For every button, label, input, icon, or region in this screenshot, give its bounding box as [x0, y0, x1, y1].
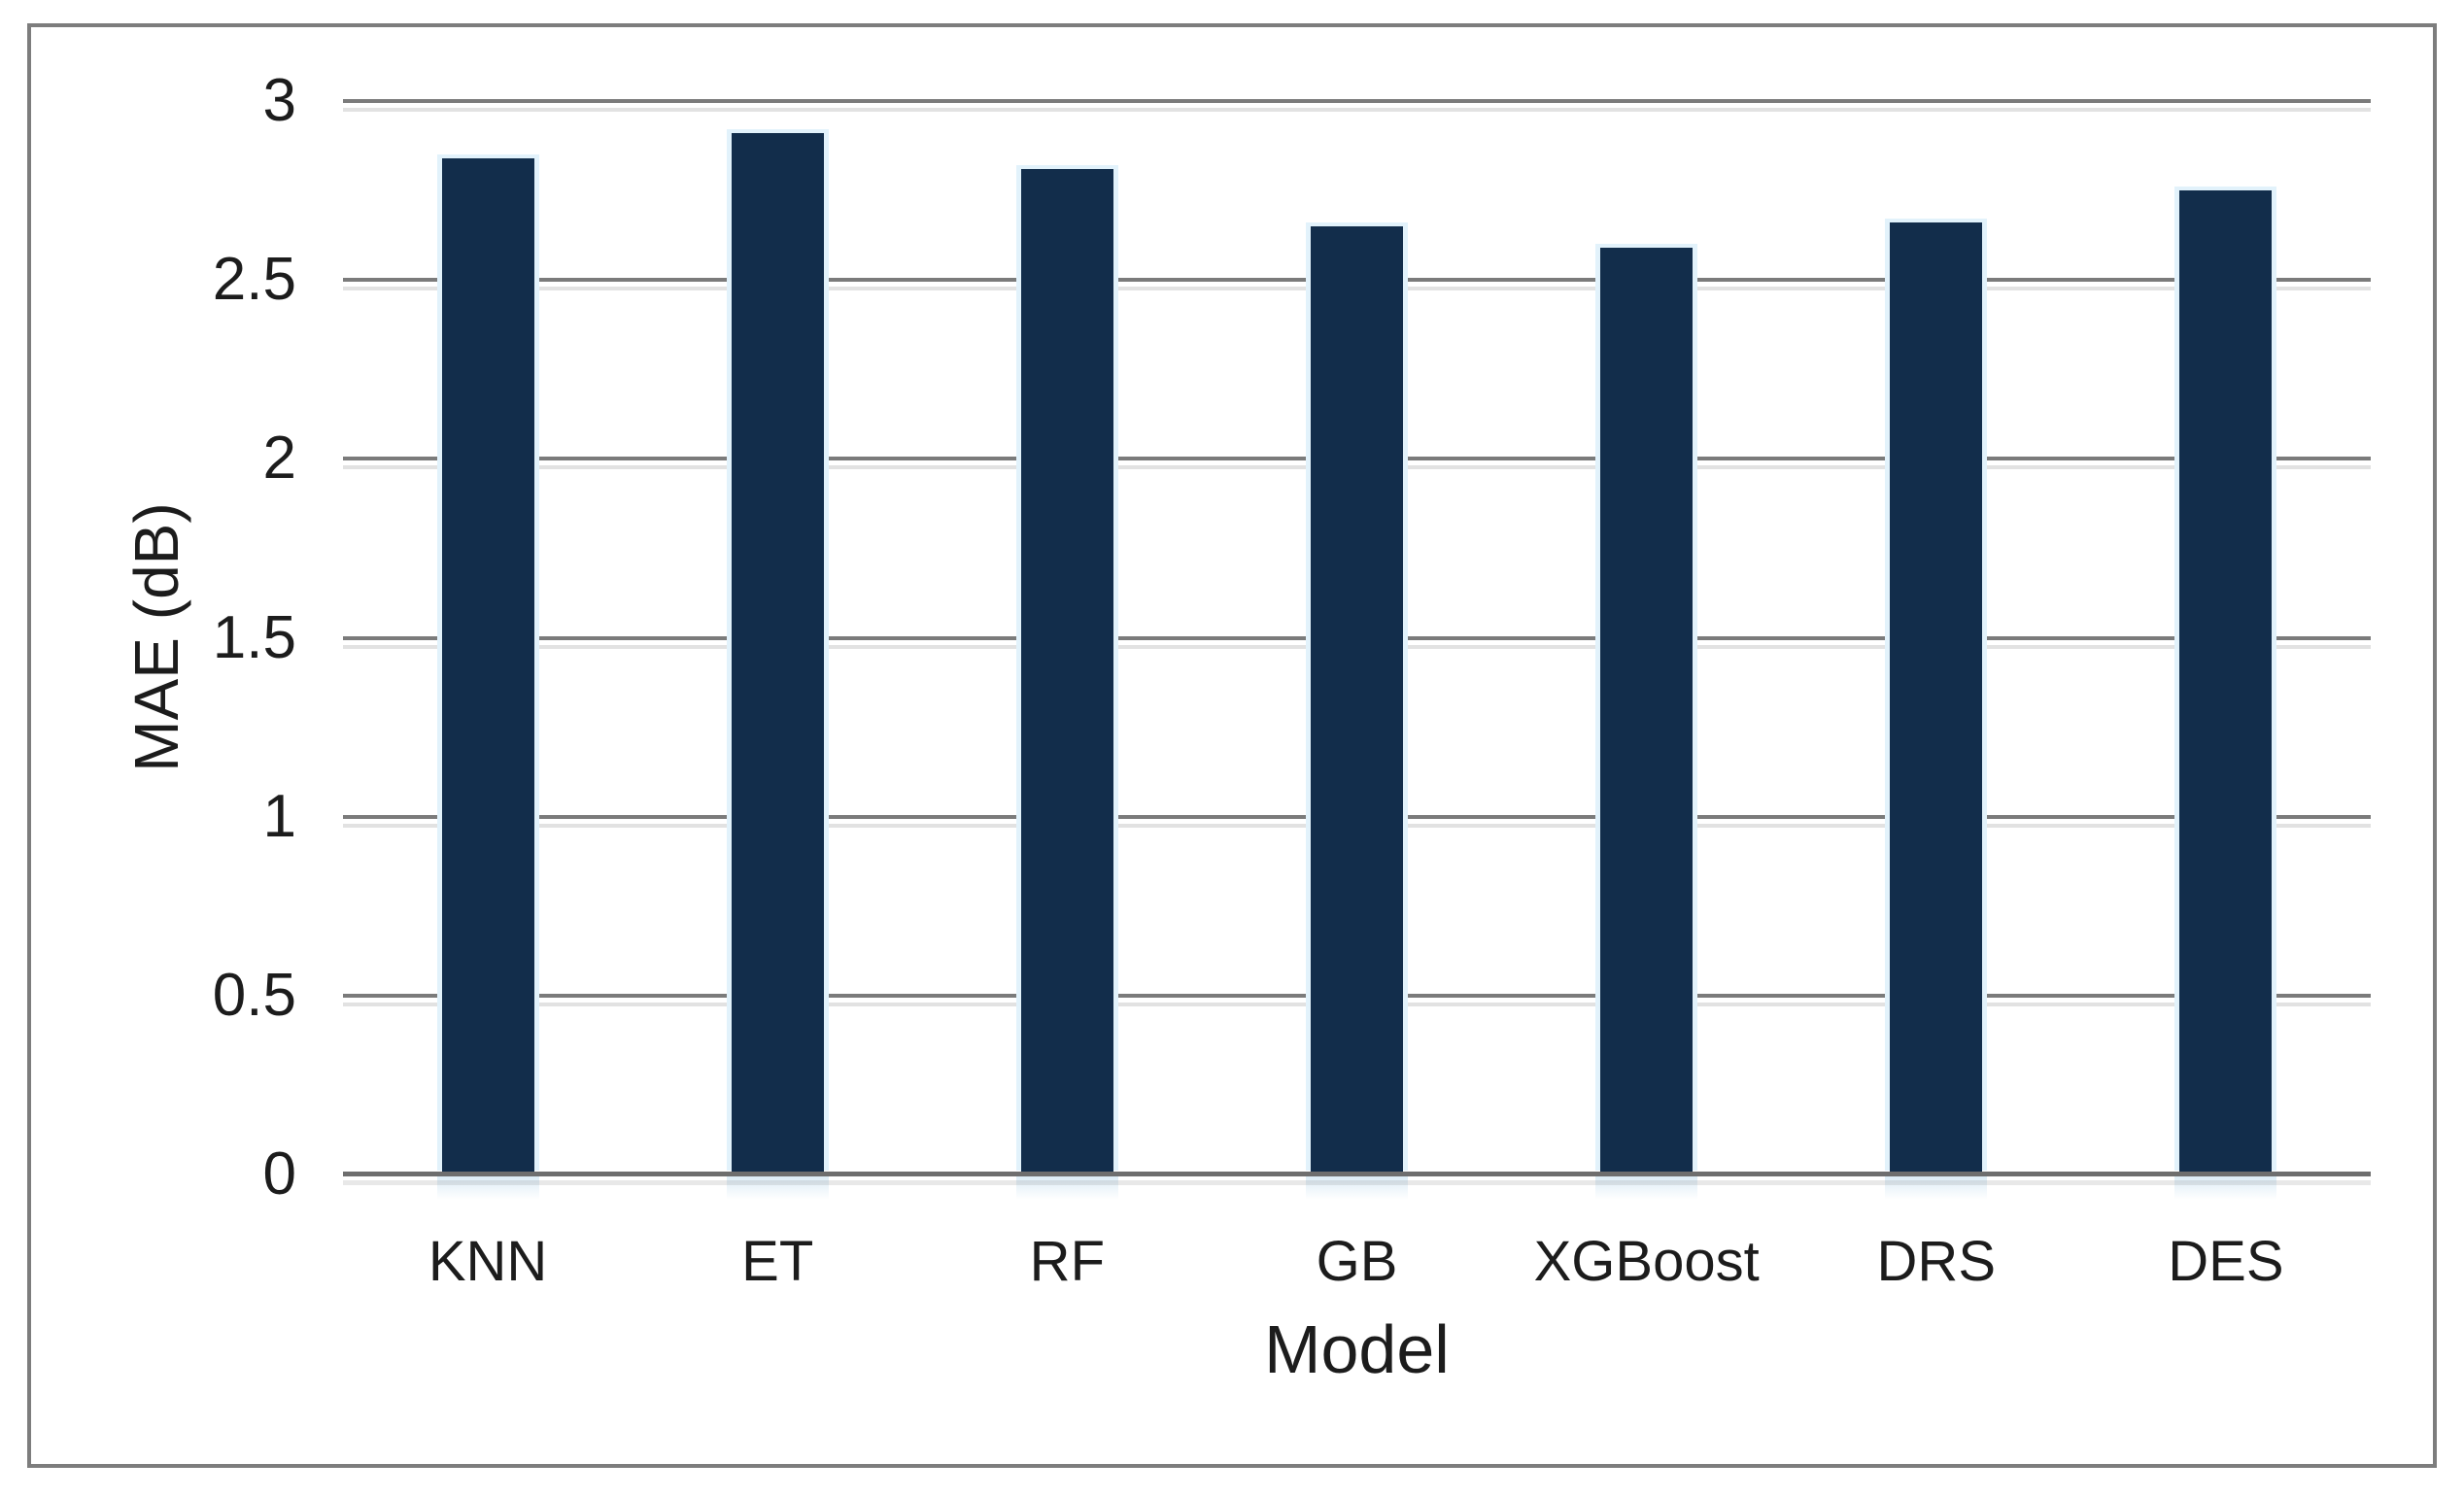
y-tick-label-2.5: 2.5 — [212, 246, 296, 314]
bar-reflection — [1306, 1174, 1408, 1200]
bar-reflection — [1015, 1174, 1118, 1200]
bar-rf — [1015, 168, 1118, 1200]
x-axis-title: Model — [1264, 1311, 1450, 1387]
bar-reflection — [726, 1174, 829, 1200]
gridline-y-3 — [343, 99, 2371, 103]
x-tick-label-knn: KNN — [428, 1230, 548, 1293]
bar-et — [726, 133, 829, 1200]
x-tick-label-drs: DRS — [1876, 1230, 1997, 1293]
y-tick-label-0.5: 0.5 — [212, 961, 296, 1029]
bar-drs — [1885, 222, 1988, 1200]
y-tick-label-3: 3 — [262, 67, 296, 134]
bar-knn — [436, 157, 539, 1200]
chart-frame: MAE (dB) 0 0.5 1 1.5 2 2.5 3 KNN ET RF GB XGBoost D… — [27, 23, 2437, 1468]
x-tick-label-des: DES — [2168, 1230, 2284, 1293]
bar-reflection — [1595, 1174, 1698, 1200]
y-tick-label-2: 2 — [262, 425, 296, 493]
x-axis-tick-labels: KNN ET RF GB XGBoost DRS DES — [343, 1234, 2371, 1302]
bar-reflection — [2174, 1174, 2277, 1200]
bar-reflection — [436, 1174, 539, 1200]
bar-reflection — [1885, 1174, 1988, 1200]
bar-des — [2174, 190, 2277, 1200]
bar-xgboost — [1595, 248, 1698, 1200]
x-axis-line — [343, 1172, 2371, 1176]
y-tick-label-1: 1 — [262, 782, 296, 850]
bar-gb — [1306, 225, 1408, 1200]
y-axis-tick-labels: 0 0.5 1 1.5 2 2.5 3 — [31, 71, 296, 1205]
y-tick-label-0: 0 — [262, 1140, 296, 1208]
plot-area — [343, 99, 2371, 1200]
y-tick-label-1.5: 1.5 — [212, 603, 296, 671]
x-tick-label-rf: RF — [1029, 1230, 1106, 1293]
x-tick-label-gb: GB — [1316, 1230, 1398, 1293]
x-tick-label-xgboost: XGBoost — [1533, 1230, 1760, 1293]
x-tick-label-et: ET — [741, 1230, 814, 1293]
